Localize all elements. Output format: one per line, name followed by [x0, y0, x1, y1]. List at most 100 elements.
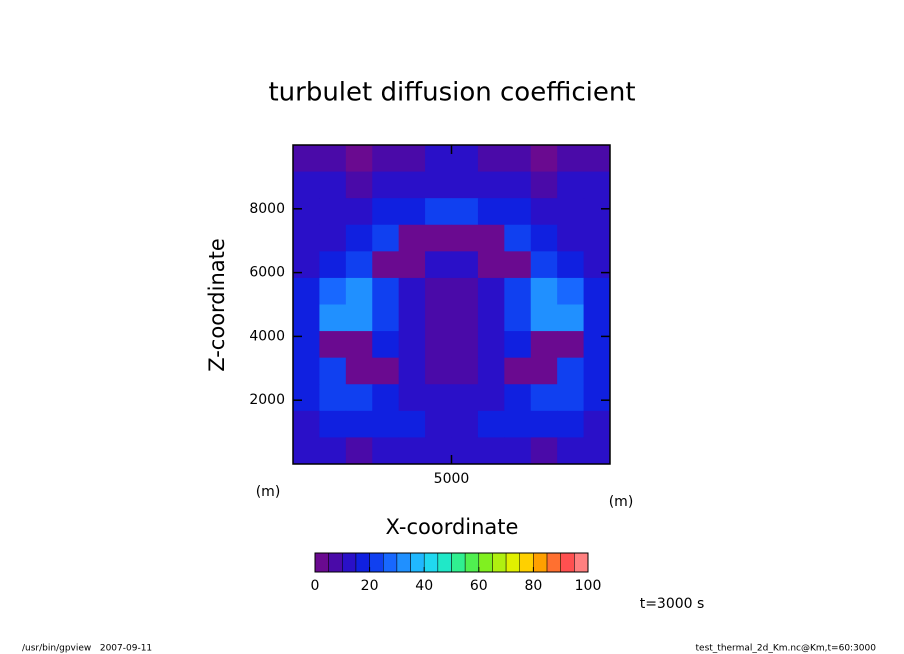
heatmap-cell: [293, 251, 320, 279]
heatmap-cell: [530, 171, 558, 199]
heatmap-cell: [293, 198, 320, 226]
colorbar-swatch: [383, 552, 398, 573]
y-axis-label: Z-coordinate: [205, 238, 229, 372]
heatmap-cell: [345, 171, 373, 199]
heatmap-cell: [425, 331, 452, 359]
colorbar-swatch: [464, 552, 480, 573]
colorbar-frame: [314, 552, 589, 573]
colorbar-swatch: [410, 552, 425, 573]
heatmap-cell: [425, 384, 452, 412]
heatmap-cell: [583, 304, 611, 332]
footer-right: test_thermal_2d_Km.nc@Km,t=60:3000: [696, 644, 877, 654]
heatmap-cell: [425, 145, 452, 173]
heatmap-cell: [398, 410, 426, 438]
x-tick-label: 5000: [434, 471, 470, 487]
heatmap-cell: [557, 251, 585, 279]
heatmap-cell: [319, 384, 347, 412]
heatmap-cell: [425, 198, 452, 226]
heatmap-cell: [398, 198, 426, 226]
heatmap-cell: [372, 384, 400, 412]
heatmap-cell: [477, 277, 505, 305]
heatmap-cell: [319, 171, 347, 199]
heatmap-cell: [583, 198, 611, 226]
heatmap-cell: [425, 251, 452, 279]
heatmap-cell: [451, 171, 479, 199]
heatmap-cell: [319, 357, 347, 385]
heatmap-cell: [372, 410, 400, 438]
colorbar-swatch: [574, 552, 589, 573]
heatmap-cell: [345, 331, 373, 359]
heatmap-cell: [557, 410, 585, 438]
heatmap-cell: [372, 331, 400, 359]
colorbar-swatch: [533, 552, 548, 573]
heatmap-cell: [583, 410, 611, 438]
heatmap-cell: [451, 145, 479, 173]
colorbar-swatch: [519, 552, 534, 573]
heatmap-cell: [477, 304, 505, 332]
heatmap-cell: [293, 437, 320, 465]
heatmap-cell: [504, 251, 532, 279]
heatmap-cell: [293, 224, 320, 252]
heatmap-cell: [319, 410, 347, 438]
heatmap-cell: [319, 437, 347, 465]
heatmap-cell: [293, 357, 320, 385]
heatmap-cell: [530, 198, 558, 226]
heatmap-cell: [293, 171, 320, 199]
heatmap-cell: [451, 304, 479, 332]
colorbar-swatch: [437, 552, 452, 573]
colorbar-swatch: [314, 552, 329, 573]
heatmap-cell: [477, 331, 505, 359]
heatmap-cell: [477, 357, 505, 385]
colorbar-tick-label: 60: [470, 578, 488, 594]
heatmap-cell: [583, 357, 611, 385]
heatmap-cell: [319, 277, 347, 305]
heatmap-cell: [319, 145, 347, 173]
heatmap-cell: [345, 410, 373, 438]
heatmap-cell: [477, 198, 505, 226]
heatmap-cell: [319, 304, 347, 332]
heatmap-cell: [504, 331, 532, 359]
colorbar-tick-label: 80: [524, 578, 542, 594]
heatmap-cell: [319, 224, 347, 252]
heatmap-cell: [425, 224, 452, 252]
heatmap-cell: [557, 357, 585, 385]
heatmap-cell: [530, 277, 558, 305]
footer-left: /usr/bin/gpview 2007-09-11: [22, 644, 152, 654]
heatmap-cell: [530, 357, 558, 385]
heatmap-cell: [557, 331, 585, 359]
heatmap-cell: [345, 304, 373, 332]
colorbar-swatch: [369, 552, 384, 573]
time-label: t=3000 s: [640, 596, 705, 612]
heatmap-cell: [345, 384, 373, 412]
colorbar-swatch: [492, 552, 507, 573]
y-tick-label: 8000: [249, 201, 285, 217]
heatmap-cell: [398, 437, 426, 465]
heatmap-cell: [425, 171, 452, 199]
heatmap-cell: [583, 384, 611, 412]
heatmap-cell: [425, 357, 452, 385]
x-axis-label: X-coordinate: [386, 515, 519, 539]
heatmap-cell: [372, 198, 400, 226]
heatmap-cell: [398, 331, 426, 359]
heatmap-cell: [451, 277, 479, 305]
heatmap-cell: [372, 171, 400, 199]
heatmap-cell: [372, 224, 400, 252]
colorbar-tick-label: 0: [311, 578, 320, 594]
heatmap-cell: [477, 384, 505, 412]
heatmap-cell: [293, 410, 320, 438]
colorbar-swatch: [396, 552, 411, 573]
heatmap-cell: [451, 357, 479, 385]
heatmap-cell: [504, 171, 532, 199]
heatmap-cell: [398, 357, 426, 385]
heatmap-cell: [530, 410, 558, 438]
heatmap-cell: [504, 410, 532, 438]
heatmap-cell: [557, 277, 585, 305]
heatmap-cell: [504, 304, 532, 332]
heatmap-cell: [398, 251, 426, 279]
heatmap-cell: [293, 304, 320, 332]
colorbar-tick-label: 40: [415, 578, 433, 594]
heatmap-cell: [425, 304, 452, 332]
heatmap-cell: [530, 384, 558, 412]
heatmap-cell: [372, 277, 400, 305]
